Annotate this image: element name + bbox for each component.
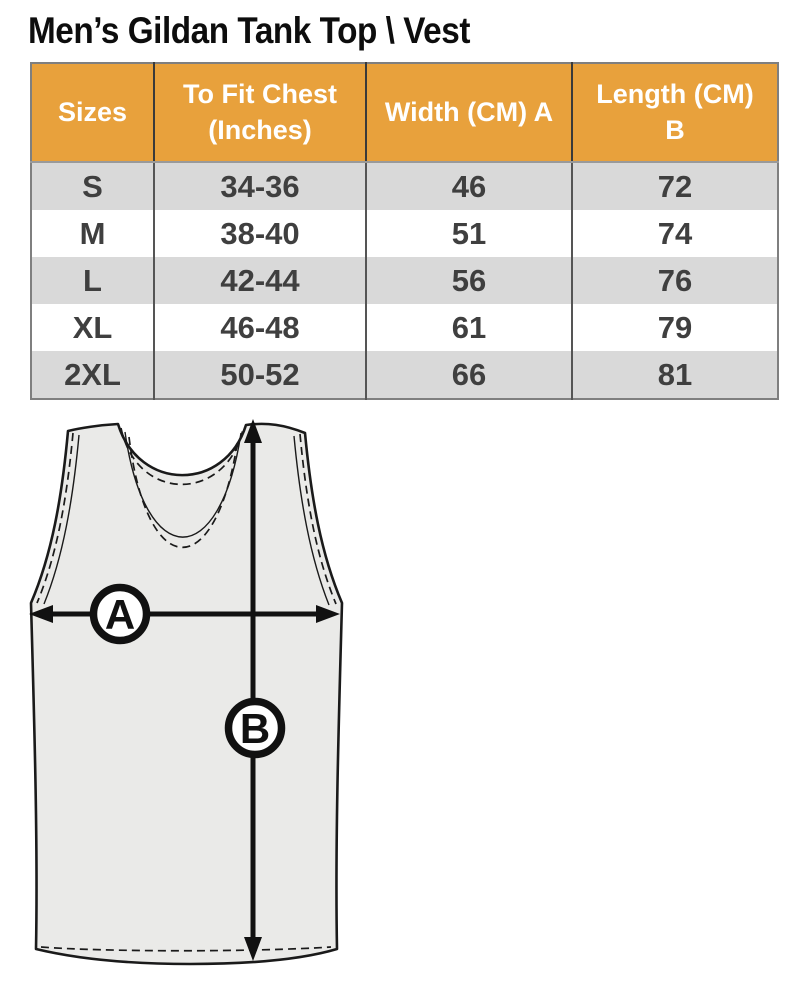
- width-cell: 51: [365, 210, 572, 257]
- right-armhole-inner-edge: [293, 435, 330, 606]
- table-row-xl: XL 46-48 61 79: [31, 304, 778, 351]
- length-arrow: [244, 419, 262, 961]
- left-armhole-inner-edge: [43, 434, 80, 605]
- left-armhole-stitch: [36, 432, 74, 604]
- column-header-chest: To Fit Chest (Inches): [153, 63, 366, 163]
- size-cell: S: [82, 168, 103, 204]
- length-cell: 76: [571, 257, 778, 304]
- column-header-width: Width (CM) A: [365, 63, 572, 163]
- table-row-m: M 38-40 51 74: [31, 210, 778, 257]
- chest-cell: 42-44: [153, 257, 366, 304]
- width-cell: 46: [365, 162, 572, 210]
- neckline-inner-stitch: [128, 436, 239, 549]
- neckline-inner-edge: [124, 431, 242, 538]
- hem-stitch: [40, 946, 332, 952]
- column-header-sizes: Sizes: [31, 63, 154, 163]
- width-label-badge: A: [89, 583, 151, 645]
- length-cell: 79: [571, 304, 778, 351]
- width-cell: 66: [365, 351, 572, 399]
- width-cell: 61: [365, 304, 572, 351]
- tank-top-outline: [29, 422, 344, 966]
- table-row-2xl: 2XL 50-52 66 81: [31, 351, 778, 399]
- column-header-length: Length (CM) B: [571, 63, 778, 163]
- chest-cell: 34-36: [153, 162, 366, 210]
- stitch-lines: [36, 427, 337, 952]
- neckline-outer-stitch: [120, 427, 244, 486]
- page-title: Men’s Gildan Tank Top \ Vest: [28, 10, 470, 51]
- header-row: Sizes To Fit Chest (Inches) Width (CM) A…: [31, 63, 778, 163]
- width-label: A: [105, 591, 135, 638]
- arrow-up-head: [244, 419, 262, 443]
- size-cell: XL: [72, 309, 113, 345]
- length-label-badge: B: [224, 697, 286, 759]
- width-cell: 56: [365, 257, 572, 304]
- right-armhole-stitch: [299, 433, 337, 605]
- arrow-right-head: [316, 605, 340, 623]
- size-table: Sizes To Fit Chest (Inches) Width (CM) A…: [30, 62, 779, 400]
- chest-cell: 46-48: [153, 304, 366, 351]
- arrow-left-head: [29, 605, 53, 623]
- table-row-l: L 42-44 56 76: [31, 257, 778, 304]
- size-cell: 2XL: [64, 356, 121, 392]
- size-cell: L: [83, 262, 102, 298]
- chest-cell: 38-40: [153, 210, 366, 257]
- length-label: B: [240, 705, 270, 752]
- size-cell: M: [79, 215, 106, 251]
- length-cell: 72: [571, 162, 778, 210]
- arrow-down-head: [244, 937, 262, 961]
- table-row-s: S 34-36 46 72: [31, 162, 778, 210]
- length-cell: 81: [571, 351, 778, 399]
- tank-top-diagram: A B: [29, 419, 344, 966]
- chest-cell: 50-52: [153, 351, 366, 399]
- length-cell: 74: [571, 210, 778, 257]
